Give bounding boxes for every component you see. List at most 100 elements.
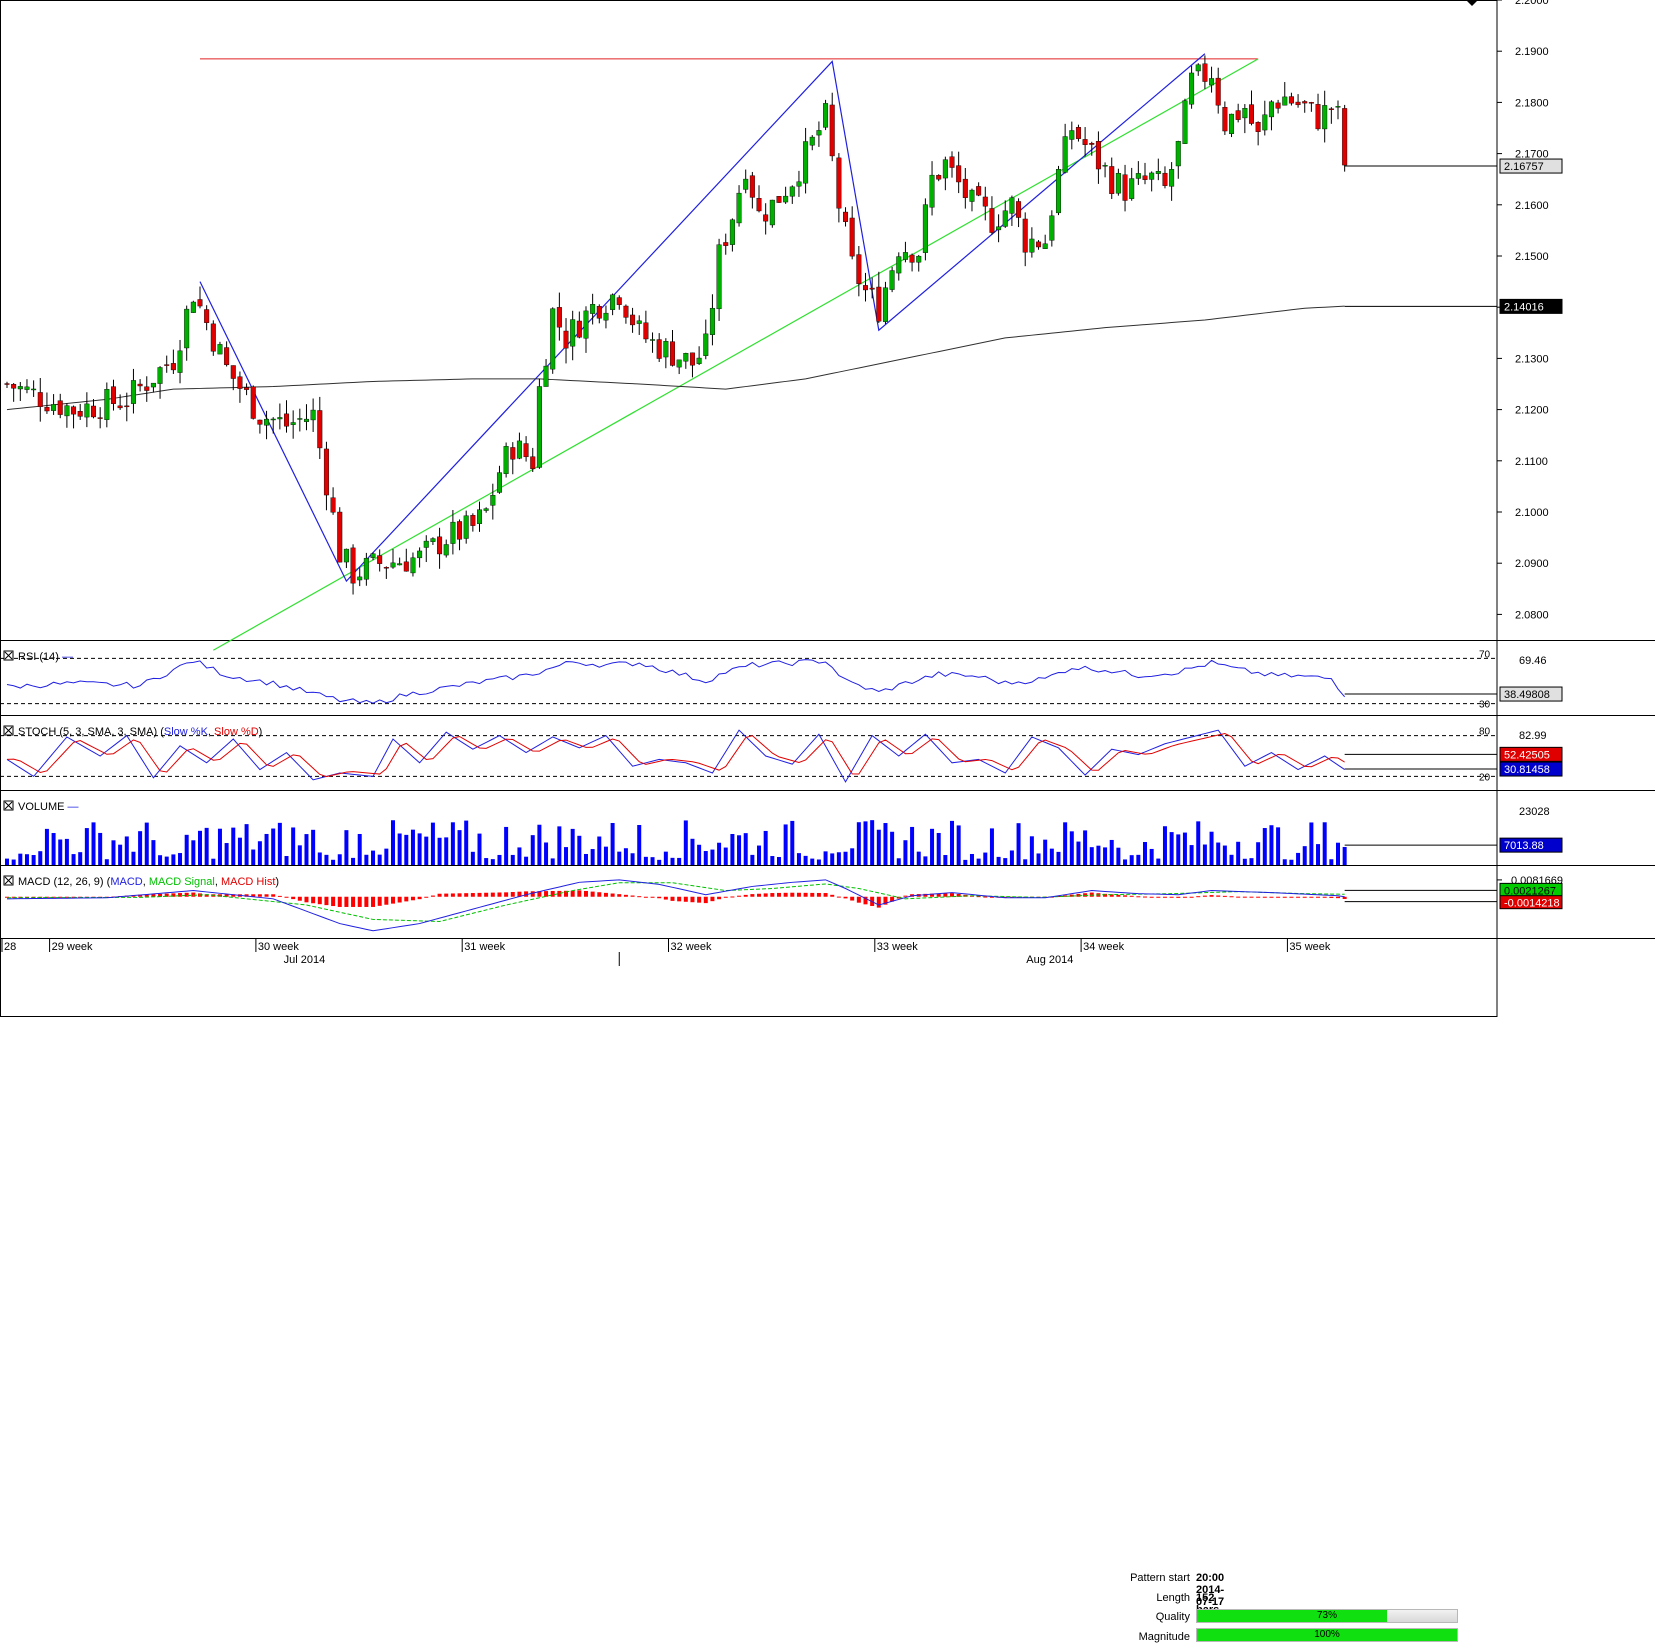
volume-bar bbox=[1296, 852, 1301, 865]
macd-hist-bar bbox=[390, 896, 395, 904]
macd-hist-bar bbox=[317, 896, 322, 905]
candle-body bbox=[17, 386, 23, 390]
candle-body bbox=[1009, 197, 1015, 214]
macd-hist-bar bbox=[5, 896, 9, 898]
macd-hist-bar bbox=[191, 892, 196, 897]
volume-bar bbox=[450, 822, 455, 865]
rsi-title: RSI (14) — bbox=[18, 651, 73, 663]
candle-body bbox=[1049, 215, 1055, 241]
volume-bar bbox=[657, 859, 662, 865]
macd-hist-bar bbox=[564, 890, 569, 897]
volume-bar bbox=[790, 820, 795, 865]
volume-bar bbox=[291, 827, 296, 865]
length-label: Length bbox=[1156, 1592, 1190, 1604]
x-week-label: 30 week bbox=[258, 941, 299, 953]
volume-bar bbox=[464, 820, 469, 865]
candle-body bbox=[909, 254, 915, 263]
macd-hist-bar bbox=[1222, 895, 1227, 897]
candle-body bbox=[257, 419, 263, 425]
volume-bar bbox=[311, 829, 316, 865]
macd-hist-bar bbox=[663, 896, 668, 900]
macd-hist-bar bbox=[158, 893, 163, 897]
macd-hist-bar bbox=[231, 894, 236, 897]
candle-body bbox=[956, 165, 962, 183]
macd-hist-bar bbox=[1116, 894, 1121, 897]
candle-body bbox=[590, 304, 596, 314]
volume-bar bbox=[743, 833, 748, 865]
macd-hist-bar bbox=[1289, 896, 1294, 898]
macd-hist-bar bbox=[836, 896, 841, 898]
candle-body bbox=[709, 307, 715, 335]
volume-bar bbox=[204, 827, 209, 865]
candle-body bbox=[1122, 174, 1128, 201]
volume-bar bbox=[1036, 853, 1041, 865]
macd-hist-bar bbox=[757, 893, 762, 897]
macd-hist-bar bbox=[291, 896, 296, 900]
candle-body bbox=[1209, 78, 1215, 86]
candle-body bbox=[1016, 201, 1022, 218]
macd-hist-bar bbox=[856, 896, 861, 903]
candle-body bbox=[264, 418, 270, 426]
volume-bar bbox=[331, 859, 336, 865]
candle-body bbox=[1082, 139, 1088, 145]
macd-hist-bar bbox=[304, 896, 309, 903]
macd-hist-bar bbox=[537, 891, 542, 897]
macd-hist-bar bbox=[464, 893, 469, 897]
macd-hist-bar bbox=[783, 892, 788, 897]
candle-body bbox=[1315, 104, 1321, 130]
volume-bar bbox=[344, 830, 349, 865]
volume-bar bbox=[1269, 825, 1274, 865]
support-trendline bbox=[213, 58, 1259, 651]
macd-hist-bar bbox=[723, 896, 728, 898]
candle-body bbox=[24, 386, 30, 390]
volume-close-icon-x bbox=[4, 801, 13, 810]
volume-bar bbox=[1302, 846, 1307, 865]
volume-bar bbox=[996, 856, 1001, 865]
candle-body bbox=[643, 322, 649, 340]
volume-bar bbox=[470, 851, 475, 865]
candle-body bbox=[862, 285, 868, 291]
candle-body bbox=[383, 567, 389, 569]
candle-body bbox=[696, 357, 702, 364]
macd-hist-bar bbox=[457, 893, 462, 897]
macd-hist-bar bbox=[923, 893, 928, 897]
volume-bar bbox=[1309, 822, 1314, 865]
candle-body bbox=[297, 418, 303, 420]
stoch-title-part: Slow %D bbox=[214, 726, 259, 738]
macd-hist-value-label: -0.0014218 bbox=[1504, 898, 1560, 910]
volume-value-label: 7013.88 bbox=[1504, 840, 1544, 852]
volume-bar bbox=[364, 854, 369, 865]
volume-bar bbox=[903, 840, 908, 865]
candle-body bbox=[1169, 169, 1175, 187]
candle-body bbox=[410, 557, 416, 574]
x-week-label: 31 week bbox=[464, 941, 505, 953]
macd-hist-bar bbox=[850, 896, 855, 901]
moving-average-line bbox=[6, 305, 1345, 411]
volume-bar bbox=[1049, 848, 1054, 865]
macd-hist-bar bbox=[1249, 896, 1254, 898]
candle-body bbox=[57, 400, 63, 415]
rsi-title-part: RSI (14) bbox=[18, 651, 62, 663]
macd-hist-bar bbox=[417, 896, 422, 900]
macd-hist-bar bbox=[11, 896, 16, 898]
volume-bar bbox=[730, 834, 735, 865]
macd-hist-bar bbox=[583, 890, 588, 897]
volume-bar bbox=[677, 857, 682, 865]
candle-body bbox=[563, 330, 569, 349]
macd-hist-bar bbox=[1302, 896, 1307, 898]
macd-hist-bar bbox=[504, 892, 509, 897]
volume-bar bbox=[823, 851, 828, 865]
macd-hist-bar bbox=[763, 893, 768, 897]
candle-body bbox=[1255, 122, 1261, 132]
volume-bar bbox=[770, 856, 775, 865]
volume-bar bbox=[1209, 831, 1214, 865]
volume-bar bbox=[98, 832, 103, 865]
candle-body bbox=[743, 178, 749, 190]
candle-body bbox=[1195, 64, 1201, 72]
volume-bar bbox=[1156, 858, 1161, 865]
macd-hist-bar bbox=[178, 893, 183, 897]
volume-bar bbox=[537, 824, 542, 865]
candle-body bbox=[4, 383, 10, 385]
macd-title: MACD (12, 26, 9) (MACD, MACD Signal, MAC… bbox=[18, 876, 279, 888]
volume-bar bbox=[484, 858, 489, 865]
